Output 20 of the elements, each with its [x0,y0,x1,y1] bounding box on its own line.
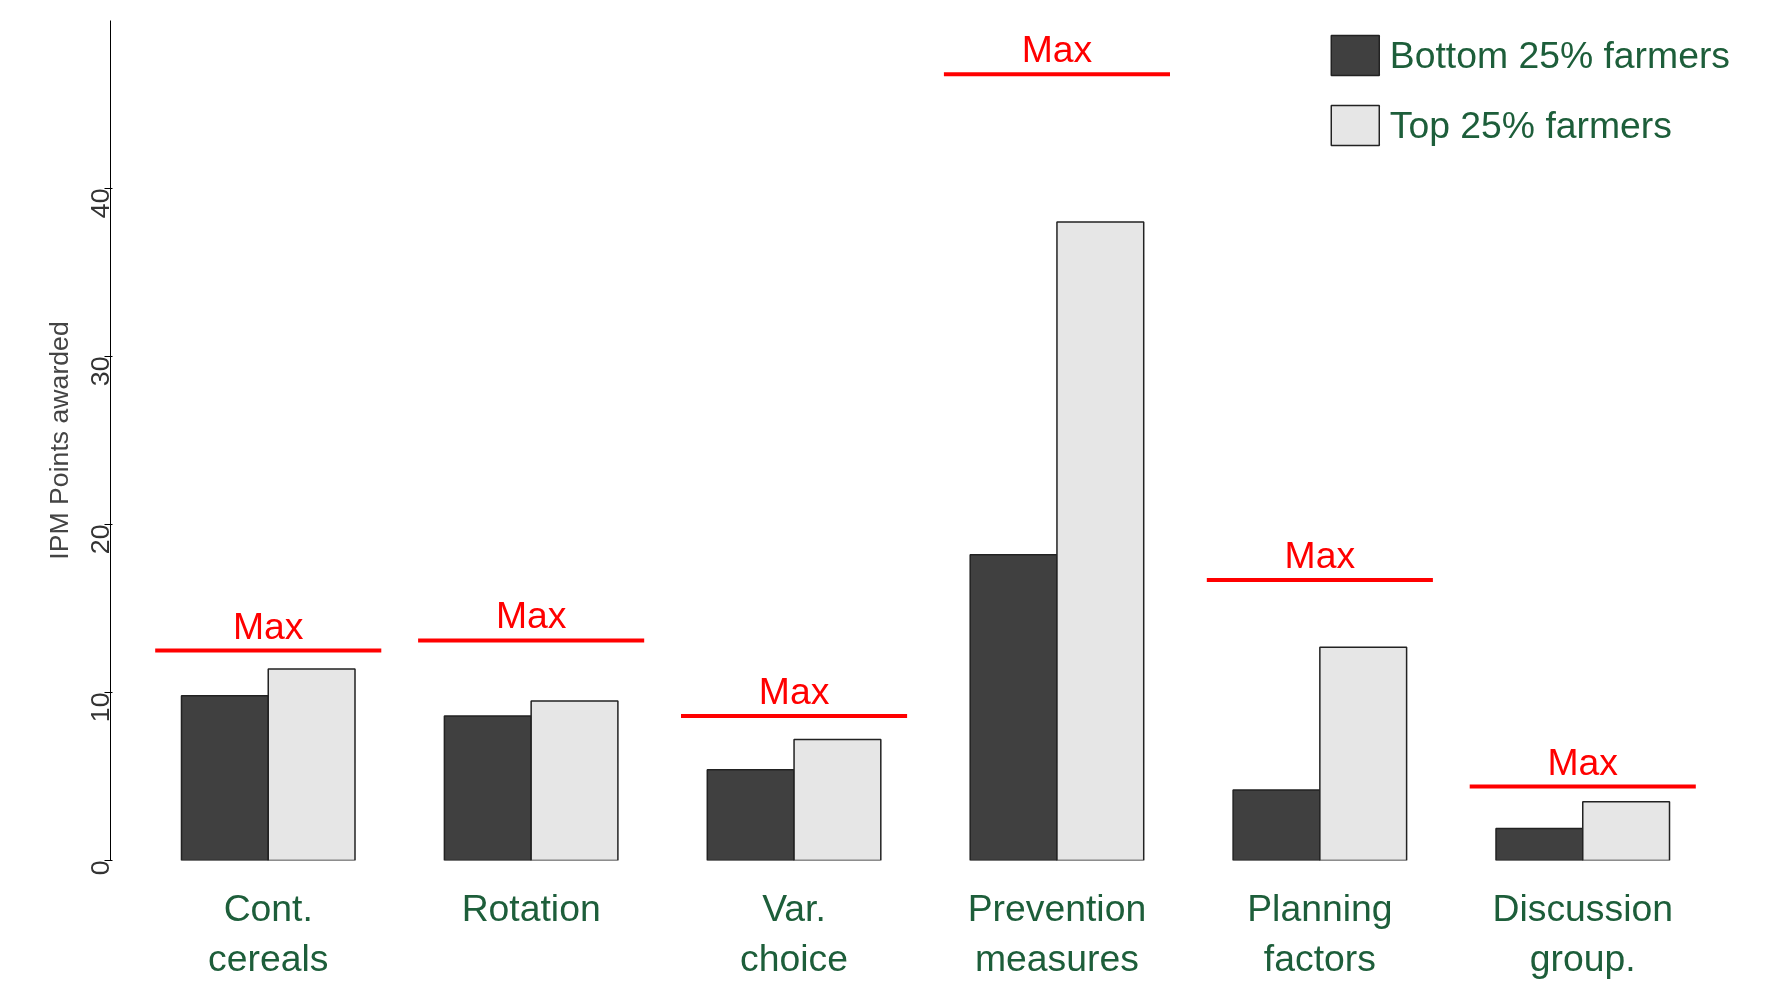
ref-line-label: Max [758,670,830,713]
y-tick-label: 0 [84,860,115,876]
ref-line-label: Max [1547,740,1619,783]
y-axis-title: IPM Points awarded [43,321,74,560]
ref-line-label: Max [1284,533,1356,576]
ref-line-label: Max [495,594,567,637]
y-tick-label: 40 [84,188,115,219]
x-tick-label: Prevention measures [967,886,1147,979]
x-tick-label: Var. choice [740,886,848,979]
y-tick-label: 20 [84,524,115,555]
y-tick-label: 30 [84,356,115,387]
x-tick-label: Planning factors [1247,886,1393,979]
x-tick-label: Discussion group. [1492,886,1673,979]
ref-line-label: Max [1021,28,1093,71]
legend-label: Bottom 25% farmers [1389,33,1730,77]
legend-label: Top 25% farmers [1389,103,1672,147]
x-tick-label: Cont. cereals [208,886,329,979]
ref-line-label: Max [232,604,304,647]
x-tick-label: Rotation [461,886,601,929]
y-tick-label: 10 [84,692,115,723]
